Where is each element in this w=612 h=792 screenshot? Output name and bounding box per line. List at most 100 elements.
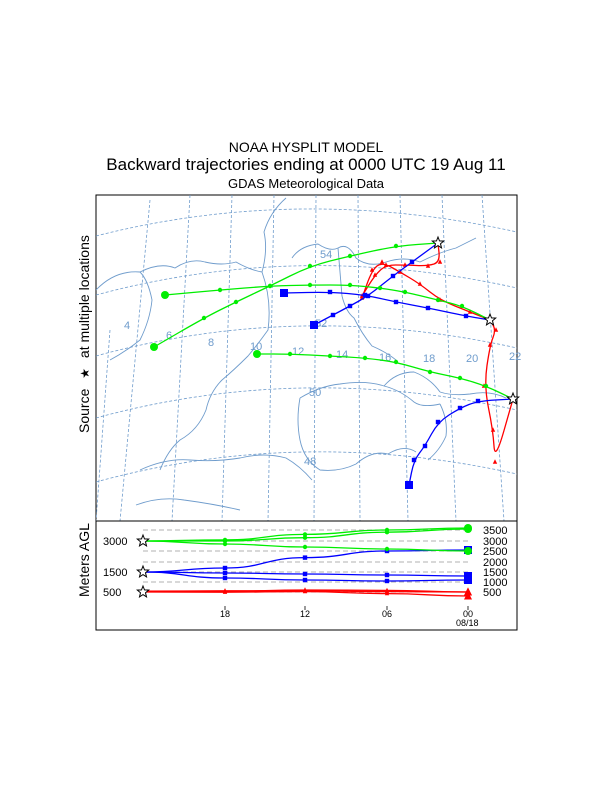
map-point-blue: [409, 259, 415, 265]
map-trajectory-green: [153, 242, 439, 348]
map-point-blue: [393, 299, 399, 305]
map-point-green: [201, 315, 207, 321]
height-tick-left: 3000: [103, 536, 127, 548]
map-point-green: [307, 282, 313, 288]
map-point-green: [347, 282, 353, 288]
map-point-blue: [330, 312, 336, 318]
height-point-green: [384, 530, 390, 535]
map-graticule: [96, 195, 517, 521]
map-frame: [95, 194, 518, 522]
height-tick-right: 2000: [483, 557, 507, 569]
map-point-green: [393, 359, 399, 365]
map-point-blue: [475, 398, 481, 404]
map-point-red: [379, 259, 385, 264]
map-trajectory-blue: [283, 291, 491, 321]
height-point-blue: [302, 555, 308, 560]
lon-label: 20: [466, 353, 478, 365]
height-source-star-icon: [136, 584, 150, 599]
lon-label: 8: [208, 337, 214, 349]
height-source-star-icon: [136, 533, 150, 548]
map-point-green: [233, 299, 239, 305]
map-point-red: [417, 281, 423, 286]
height-point-green: [464, 525, 472, 533]
map-point-red: [487, 342, 493, 347]
map-point-blue: [310, 321, 318, 329]
lat-label: 54: [320, 249, 332, 261]
map-point-blue: [365, 293, 371, 299]
map-point-red: [437, 259, 443, 264]
height-point-green: [464, 547, 472, 555]
map-point-blue: [327, 289, 333, 295]
lon-label: 12: [292, 346, 304, 358]
time-tick-label: 12: [300, 609, 310, 619]
lon-label: 10: [250, 341, 262, 353]
map-point-green: [457, 375, 463, 381]
map-point-red: [383, 262, 389, 267]
map-point-blue: [422, 443, 428, 449]
height-series: [136, 524, 472, 600]
map-point-green: [393, 243, 399, 249]
height-axis-label: Meters AGL: [76, 523, 92, 597]
chart-subtitle: Backward trajectories ending at 0000 UTC…: [106, 155, 506, 174]
map-point-green: [483, 383, 489, 389]
map-point-blue: [463, 313, 469, 319]
map-trajectory-red: [485, 319, 514, 452]
lon-label: 6: [166, 330, 172, 342]
map-point-green: [402, 289, 408, 295]
height-panel: Meters AGL 30001500500350030002500200015…: [76, 520, 518, 631]
lon-label: 22: [509, 351, 521, 363]
source-label-text: Source: [76, 388, 92, 433]
lat-label: 50: [309, 387, 321, 399]
map-source-star-icon: [506, 391, 520, 406]
map-trajectory-green: [257, 353, 514, 400]
map-point-green: [267, 283, 273, 289]
source-star-icon: ★: [78, 368, 92, 379]
map-point-green: [459, 303, 465, 309]
height-point-green: [302, 535, 308, 540]
height-source-star-icon: [136, 564, 150, 579]
height-point-blue: [384, 578, 390, 584]
map-point-blue: [411, 457, 417, 463]
height-point-blue: [464, 572, 472, 580]
height-point-blue: [384, 572, 390, 578]
time-tick-label: 18: [220, 609, 230, 619]
height-tick-right: 500: [483, 587, 501, 599]
height-point-blue: [222, 570, 228, 576]
map-boundaries: [96, 197, 507, 511]
height-point-red: [384, 590, 390, 596]
lon-label: 16: [379, 352, 391, 364]
map-point-blue: [280, 289, 288, 297]
height-point-blue: [222, 575, 228, 581]
height-point-red: [302, 588, 308, 594]
height-point-red: [464, 591, 472, 600]
map-point-blue: [405, 481, 413, 489]
lon-label: 18: [423, 353, 435, 365]
map-trajectory-red: [361, 242, 440, 297]
height-tick-left: 500: [103, 587, 121, 599]
chart-title: NOAA HYSPLIT MODEL: [228, 139, 384, 155]
map-point-red: [372, 272, 378, 277]
time-tick-label: 00: [463, 609, 473, 619]
map-point-red: [369, 267, 375, 272]
lat-label: 48: [304, 456, 316, 468]
map-point-green: [287, 351, 293, 357]
map-point-green: [362, 355, 368, 361]
height-point-green: [222, 541, 228, 547]
map-trajectory-blue: [408, 398, 514, 486]
map-trajectory-red: [361, 263, 491, 321]
height-tick-right: 1500: [483, 567, 507, 579]
map-point-blue: [425, 305, 431, 311]
height-point-red: [384, 587, 390, 593]
map-point-green: [427, 369, 433, 375]
height-tick-right: 2500: [483, 546, 507, 558]
map-point-green: [150, 343, 158, 351]
source-label-locations: at multiple locations: [76, 235, 92, 358]
map-panel: 4 6 8 10 12 14 16 18 20 22 54 52 50 48 S…: [76, 194, 521, 522]
height-point-green: [302, 544, 308, 550]
map-point-green: [307, 263, 313, 269]
date-label: 08/18: [456, 618, 479, 628]
height-tick-right: 1000: [483, 577, 507, 589]
lat-label: 52: [315, 318, 327, 330]
